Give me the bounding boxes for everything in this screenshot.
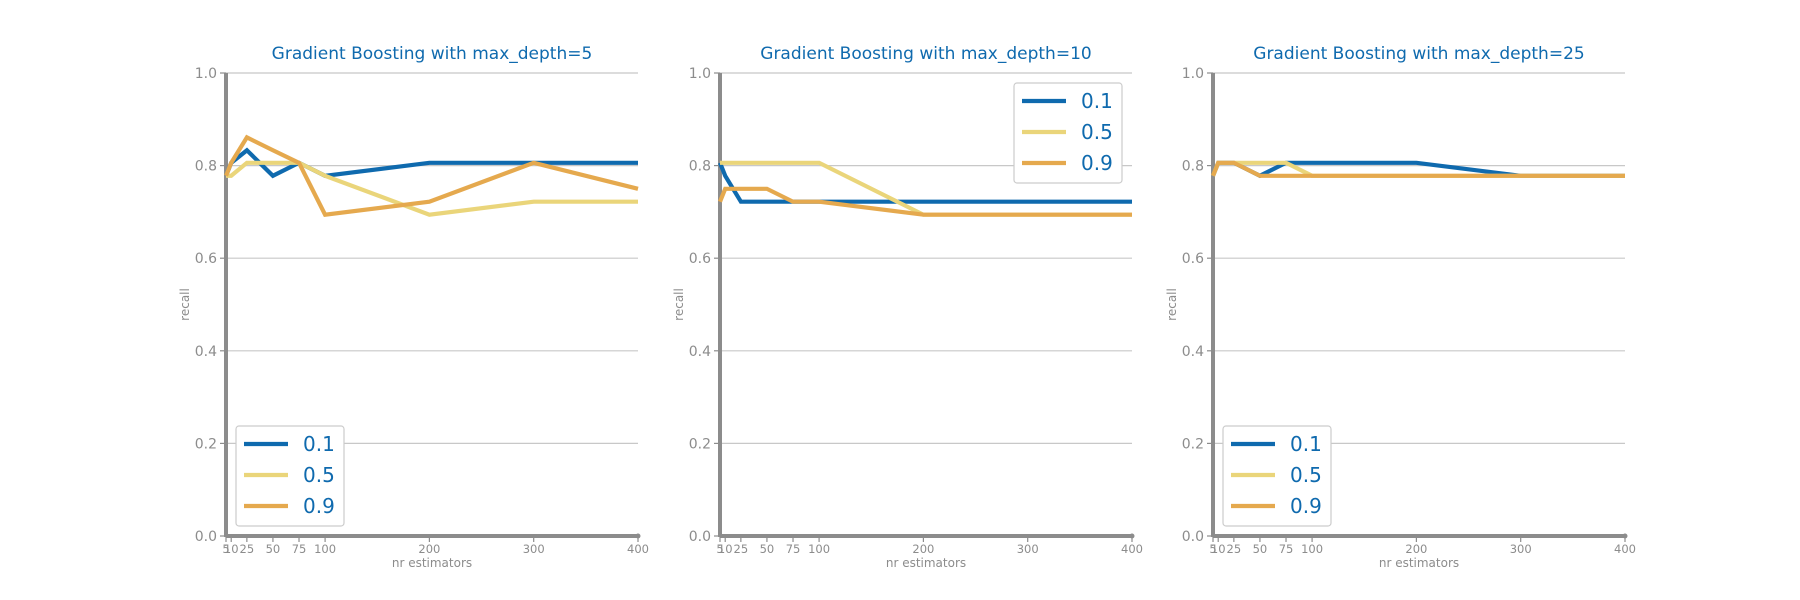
y-tick-label: 0.6: [195, 251, 217, 267]
series-line-0-9: [1211, 160, 1625, 178]
y-axis-label: recall: [178, 288, 192, 321]
x-tick-label: 200: [1405, 542, 1427, 556]
y-tick-label: 0.8: [689, 159, 711, 175]
y-tick-label: 1.0: [689, 66, 711, 82]
legend-box: [1222, 425, 1332, 527]
x-tick-label: 5: [716, 542, 723, 556]
x-tick-label: 100: [808, 542, 830, 556]
y-tick-label: 0.6: [689, 251, 711, 267]
legend-box: [235, 425, 345, 527]
y-tick-label: 0.2: [1182, 436, 1204, 452]
y-tick-label: 0.2: [195, 436, 217, 452]
y-tick-label: 0.4: [1182, 344, 1204, 360]
legend-label: 0.9: [1081, 151, 1113, 175]
x-tick-label: 25: [1227, 542, 1242, 556]
x-tick-label: 400: [1614, 542, 1636, 556]
legend-label: 0.1: [1290, 432, 1322, 456]
x-tick-label: 200: [418, 542, 440, 556]
x-tick-label: 10: [1211, 542, 1226, 556]
y-axis-label: recall: [672, 288, 686, 321]
legend-label: 0.1: [303, 432, 335, 456]
legend: 0.1 0.5 0.9: [235, 425, 345, 527]
legend-label: 0.5: [1290, 463, 1322, 487]
x-axis-label: nr estimators: [886, 556, 966, 570]
x-tick-label: 75: [1279, 542, 1294, 556]
x-tick-label: 75: [292, 542, 307, 556]
legend-label: 0.9: [1290, 494, 1322, 518]
y-tick-label: 0.4: [195, 344, 217, 360]
y-axis-label: recall: [1165, 288, 1179, 321]
y-tick-label: 0.4: [689, 344, 711, 360]
chart-panel-2: 0.0 0.2 0.4 0.6 0.8 1.0 510 25 50 75 100 200 300 400 n…: [672, 44, 1143, 570]
x-tick-label: 100: [1301, 542, 1323, 556]
chart-title: Gradient Boosting with max_depth=10: [760, 44, 1091, 64]
x-axis-label: nr estimators: [392, 556, 472, 570]
x-tick-label: 50: [1253, 542, 1268, 556]
x-tick-label: 5: [222, 542, 229, 556]
x-tick-label: 5: [1209, 542, 1216, 556]
x-tick-label: 10: [718, 542, 733, 556]
x-tick-label: 300: [1510, 542, 1532, 556]
y-tick-label: 0.8: [1182, 159, 1204, 175]
legend-label: 0.1: [1081, 89, 1113, 113]
legend-label: 0.5: [1081, 120, 1113, 144]
x-tick-label: 300: [523, 542, 545, 556]
y-tick-label: 0.8: [195, 159, 217, 175]
x-tick-label: 300: [1017, 542, 1039, 556]
x-tick-label: 25: [734, 542, 749, 556]
x-tick-label: 200: [912, 542, 934, 556]
y-tick-label: 1.0: [1182, 66, 1204, 82]
legend-label: 0.9: [303, 494, 335, 518]
y-tick-label: 1.0: [195, 66, 217, 82]
chart-panel-3: 0.0 0.2 0.4 0.6 0.8 1.0 510 25 50 75 100 200 300 400 n…: [1165, 44, 1636, 570]
y-tick-label: 0.0: [689, 529, 711, 545]
x-tick-label: 400: [627, 542, 649, 556]
x-tick-label: 400: [1121, 542, 1143, 556]
legend-label: 0.5: [303, 463, 335, 487]
legend: 0.1 0.5 0.9: [1013, 82, 1123, 184]
x-tick-label: 10: [224, 542, 239, 556]
series-line-0-9: [718, 186, 1132, 217]
chart-title: Gradient Boosting with max_depth=5: [272, 44, 593, 64]
x-tick-label: 100: [314, 542, 336, 556]
y-tick-label: 0.6: [1182, 251, 1204, 267]
x-tick-label: 75: [786, 542, 801, 556]
chart-title: Gradient Boosting with max_depth=25: [1253, 44, 1584, 64]
x-axis-label: nr estimators: [1379, 556, 1459, 570]
x-tick-label: 25: [240, 542, 255, 556]
chart-panel-1: 0.0 0.2 0.4 0.6 0.8 1.0 510 25 50 75 100 200 300 400 n…: [178, 44, 649, 570]
legend: 0.1 0.5 0.9: [1222, 425, 1332, 527]
x-tick-label: 50: [760, 542, 775, 556]
y-tick-label: 0.0: [195, 529, 217, 545]
series-line-0-9: [224, 134, 639, 217]
x-tick-label: 50: [266, 542, 281, 556]
y-tick-label: 0.2: [689, 436, 711, 452]
legend-box: [1013, 82, 1123, 184]
y-tick-label: 0.0: [1182, 529, 1204, 545]
